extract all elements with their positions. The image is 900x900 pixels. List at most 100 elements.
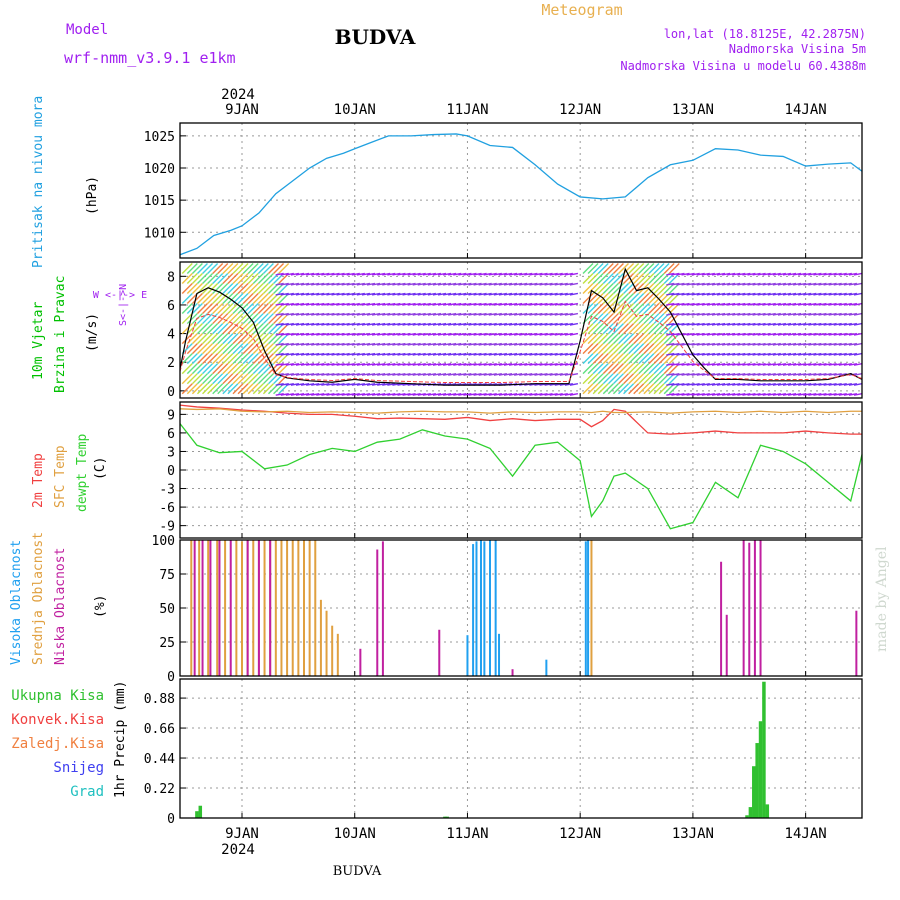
wind-vector [366, 282, 376, 286]
y-tick-label: 0 [167, 385, 175, 400]
wind-vector [828, 302, 837, 306]
wind-vector [666, 342, 675, 346]
wind-vector [569, 322, 579, 326]
wind-vector [716, 332, 726, 336]
wind-vector [706, 352, 716, 356]
meteogram-label: Meteogram [541, 1, 622, 19]
bar-srednja-oblacnost [325, 610, 328, 676]
wind-vector [306, 352, 315, 356]
wind-vector [341, 272, 350, 276]
y-tick-label: 1010 [144, 226, 175, 241]
wind-vector [648, 323, 660, 335]
wind-vector [818, 292, 827, 296]
wind-vector [696, 372, 705, 376]
wind-vector [633, 282, 645, 294]
wind-vector [503, 322, 513, 326]
wind-vector [681, 393, 690, 396]
wind-vector [483, 322, 492, 326]
wind-vector [732, 322, 741, 326]
wind-vector [191, 373, 203, 385]
cloud-label-low: Niska Oblacnost [53, 548, 68, 665]
wind-vector [442, 372, 452, 376]
wind-vector [212, 293, 224, 305]
wind-vector [747, 302, 756, 306]
wind-vector [377, 382, 386, 386]
wind-vector [803, 342, 812, 346]
wind-vector [262, 272, 274, 284]
wind-vector [777, 393, 787, 396]
wind-vector [803, 382, 812, 386]
wind-vector [280, 393, 289, 396]
wind-vector [519, 322, 528, 326]
wind-vector [813, 393, 822, 396]
wind-vector [442, 362, 452, 366]
wind-vector [181, 383, 193, 395]
bar-niska-oblacnost [759, 540, 762, 676]
wind-vector [442, 302, 452, 306]
wind-vector [336, 292, 345, 296]
wind-vector [257, 373, 269, 385]
wind-vector [392, 332, 401, 336]
wind-vector [782, 292, 792, 296]
wind-vector [222, 363, 234, 375]
wind-vector [554, 352, 563, 356]
wind-vector [638, 353, 650, 365]
wind-vector [493, 312, 502, 316]
wind-vector [366, 393, 376, 396]
wind-vector [559, 342, 568, 346]
wind-vector [711, 382, 721, 386]
wind-vector [798, 332, 807, 336]
bar-ukupna-kisa [752, 766, 756, 818]
wind-vector [387, 382, 396, 386]
wind-vector [285, 393, 294, 396]
wind-vector [227, 282, 239, 294]
wind-vector [648, 333, 660, 345]
wind-vector [346, 362, 355, 366]
y-tick-label: 0 [167, 464, 175, 479]
wind-vector [356, 312, 366, 316]
wind-vector [437, 393, 447, 396]
wind-vector [300, 382, 310, 386]
wind-vector [361, 272, 371, 276]
wind-vector [757, 352, 766, 356]
wind-vector [587, 383, 599, 395]
wind-vector [559, 302, 568, 306]
wind-vector [721, 352, 731, 356]
wind-vector [732, 352, 741, 356]
wind-vector [382, 393, 391, 396]
wind-vector [377, 272, 386, 276]
wind-vector [798, 382, 807, 386]
wind-vector [686, 382, 695, 386]
watermark: made by Angel [874, 546, 890, 652]
wind-vector [341, 372, 350, 376]
wind-vector [422, 352, 431, 356]
wind-vector [407, 312, 416, 316]
wind-vector [346, 372, 355, 376]
wind-vector [247, 383, 259, 395]
wind-vector [331, 342, 340, 346]
temp-label-dewpt: dewpt Temp [75, 434, 90, 512]
wind-vector [257, 303, 269, 315]
wind-vector [387, 302, 396, 306]
x-tick-top-label: 12JAN [559, 102, 601, 118]
wind-vector [737, 352, 746, 356]
wind-vector [618, 293, 630, 305]
wind-vector [478, 292, 487, 296]
wind-vector [767, 393, 776, 396]
wind-vector [564, 302, 573, 306]
wind-vector [186, 272, 198, 284]
wind-vector [519, 362, 528, 366]
wind-vector [306, 272, 315, 276]
wind-gust-line [179, 300, 863, 384]
wind-vector [488, 332, 497, 336]
wind-vector [534, 332, 543, 336]
wind-vector [262, 383, 274, 395]
wind-vector [212, 343, 224, 355]
wind-vector [316, 342, 325, 346]
wind-vector [463, 282, 472, 286]
wind-vector [582, 282, 594, 294]
wind-vector [747, 332, 756, 336]
wind-vector [513, 393, 523, 396]
wind-vector [186, 293, 198, 305]
wind-vector [782, 272, 792, 276]
